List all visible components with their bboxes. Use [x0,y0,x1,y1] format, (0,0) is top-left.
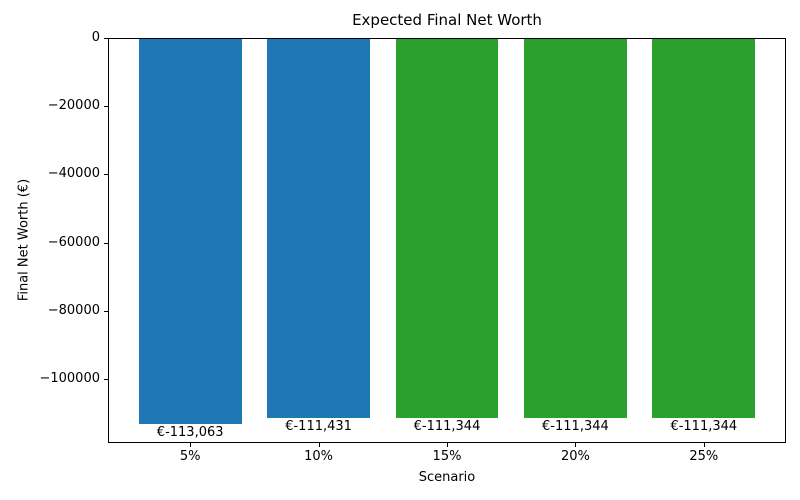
bar-value-label: €-113,063 [156,424,224,440]
bar-value-label: €-111,344 [542,418,609,434]
bar [524,39,627,418]
bar [267,39,370,419]
y-tick-mark [104,106,108,107]
chart-title: Expected Final Net Worth [352,11,542,29]
y-tick-label: −100000 [39,371,100,386]
y-tick-mark [104,243,108,244]
x-tick-mark [319,443,320,447]
bar [395,39,499,418]
y-tick-mark [104,379,108,380]
x-tick-label: 5% [179,449,201,464]
y-tick-label: −40000 [47,166,100,181]
bar [138,39,242,424]
x-tick-mark [704,443,705,447]
bar-value-label: €-111,344 [413,418,481,434]
plot-area: €-113,063 €-111,431 €-111,344 €-111,344 €-11… [108,38,786,443]
y-tick-label: −60000 [47,235,100,250]
y-tick-mark [104,38,108,39]
bar-value-label: €-111,431 [285,419,352,435]
y-tick-label: −20000 [47,98,100,113]
y-tick-label: 0 [91,30,100,45]
x-tick-label: 20% [560,449,590,464]
y-tick-label: −80000 [47,303,100,318]
y-tick-mark [104,311,108,312]
x-tick-label: 15% [432,449,462,464]
x-tick-mark [190,443,191,447]
y-tick-mark [104,174,108,175]
bar-value-label: €-111,344 [670,418,738,434]
x-tick-label: 25% [689,449,719,464]
x-axis-label: Scenario [418,470,476,485]
x-tick-label: 10% [304,449,334,464]
x-tick-mark [575,443,576,447]
bar [652,39,756,418]
x-tick-mark [447,443,448,447]
